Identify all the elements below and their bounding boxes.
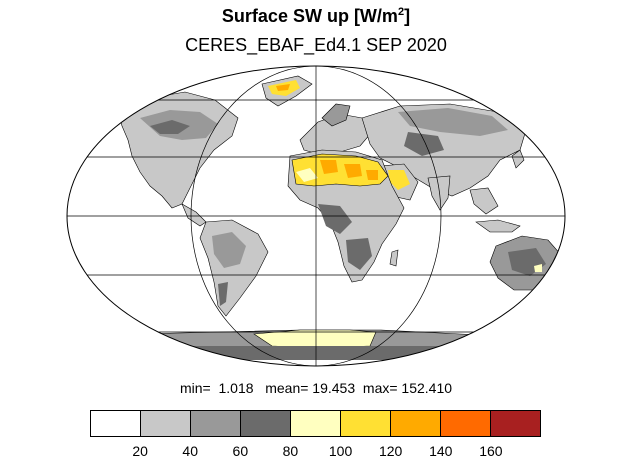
colorbar-tick-label: 120 bbox=[378, 443, 403, 459]
colorbar-tick-label: 20 bbox=[132, 443, 148, 459]
australia-salt-lake bbox=[534, 264, 542, 272]
indonesia-land bbox=[475, 219, 521, 233]
colorbar-swatch bbox=[141, 411, 191, 436]
southern-africa-dark-region bbox=[346, 238, 372, 270]
title-text: Surface SW up [W/m bbox=[221, 6, 398, 26]
south-america-dark-region bbox=[212, 232, 246, 268]
min-value: 1.018 bbox=[218, 380, 254, 396]
map-title: Surface SW up [W/m2] bbox=[0, 6, 632, 27]
central-africa-dark-region bbox=[318, 204, 352, 234]
mean-label: mean= bbox=[265, 380, 309, 396]
colorbar-swatch bbox=[291, 411, 341, 436]
greenland-bright-core bbox=[276, 84, 290, 91]
colorbar-tick-label: 40 bbox=[182, 443, 199, 459]
antarctica-bright-ice bbox=[253, 329, 377, 349]
colorbar-swatch bbox=[91, 411, 141, 436]
stats-line: min= 1.018 mean= 19.453 max= 152.410 bbox=[0, 380, 632, 396]
colorbar-tick-label: 100 bbox=[328, 443, 353, 459]
india-land bbox=[427, 175, 451, 211]
andes-dark-region bbox=[218, 282, 228, 306]
siberia-dark-region bbox=[398, 108, 508, 136]
colorbar-swatch bbox=[241, 411, 291, 436]
japan-land bbox=[511, 149, 525, 169]
colorbar-labels: 20 40 60 80 100 120 140 160 bbox=[0, 443, 632, 463]
antarctica-dark-band bbox=[90, 346, 550, 360]
max-value: 152.410 bbox=[401, 380, 453, 396]
madagascar-land bbox=[389, 249, 399, 267]
min-label: min= bbox=[179, 380, 211, 396]
colorbar-tick-label: 80 bbox=[282, 443, 299, 459]
sahara-desert-orange-2 bbox=[344, 164, 362, 178]
sahara-desert-orange-1 bbox=[320, 160, 338, 174]
scandinavia-land bbox=[321, 103, 351, 127]
title-bracket: ] bbox=[404, 6, 411, 26]
colorbar-tick-label: 160 bbox=[479, 443, 503, 459]
colorbar-swatch bbox=[391, 411, 441, 436]
central-asia-dark-region bbox=[404, 132, 444, 156]
mean-value: 19.453 bbox=[312, 380, 356, 396]
globe-outline bbox=[66, 65, 566, 367]
colorbar-tick-label: 140 bbox=[429, 443, 453, 459]
title-superscript: 2 bbox=[397, 6, 405, 18]
colorbar-swatch bbox=[491, 411, 540, 436]
colorbar-swatch bbox=[441, 411, 491, 436]
sahara-desert-orange-3 bbox=[366, 170, 378, 180]
map-subtitle: CERES_EBAF_Ed4.1 SEP 2020 bbox=[185, 35, 447, 55]
colorbar-tick-label: 60 bbox=[232, 443, 249, 459]
sahara-desert-pale bbox=[296, 168, 318, 182]
colorbar-swatch bbox=[341, 411, 391, 436]
max-label: max= bbox=[362, 380, 398, 396]
mollweide-map bbox=[66, 65, 566, 367]
meridian-90 bbox=[190, 66, 442, 366]
colorbar bbox=[90, 410, 541, 437]
arabia-bright-region bbox=[388, 170, 410, 190]
canada-dark-region bbox=[150, 120, 190, 134]
southeast-asia-land bbox=[469, 187, 499, 215]
colorbar-swatch bbox=[191, 411, 241, 436]
